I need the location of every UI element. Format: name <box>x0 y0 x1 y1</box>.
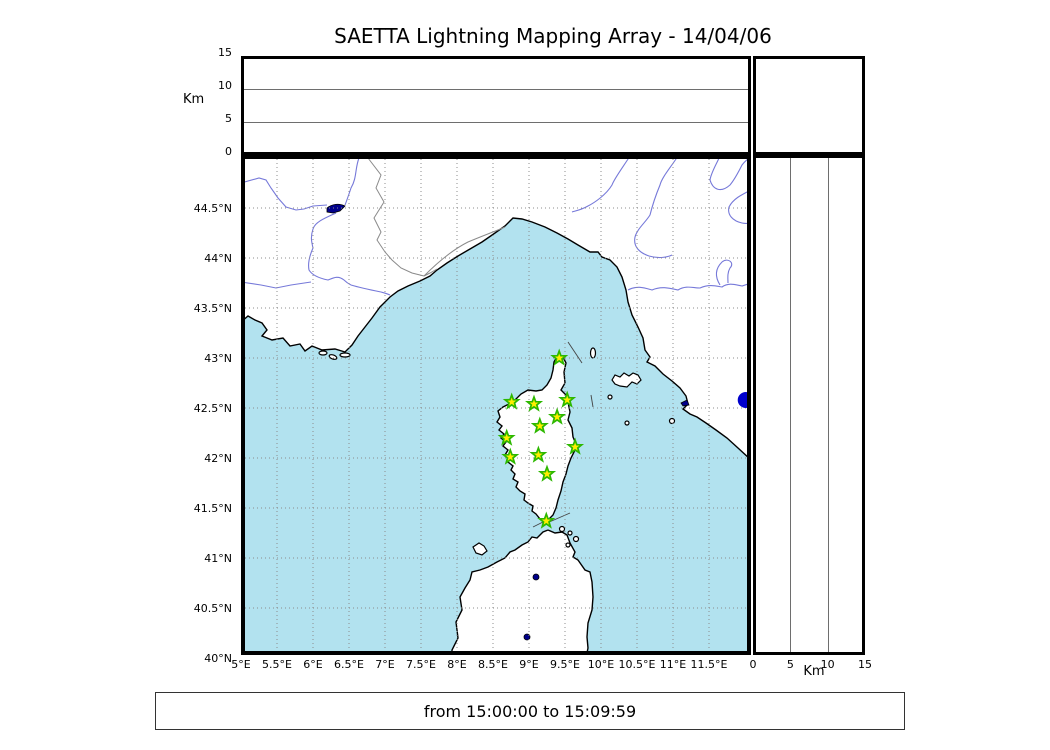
alt-tick-label: 10 <box>218 79 232 92</box>
altitude-grid-line <box>244 122 748 123</box>
sardinia-land <box>452 530 593 655</box>
time-range-box: from 15:00:00 to 15:09:59 <box>155 692 905 730</box>
alt-tick-label: 15 <box>218 46 232 59</box>
altitude-longitude-panel <box>241 56 751 155</box>
lon-tick-label: 11.5°E <box>690 658 728 671</box>
maddalena-island <box>565 542 571 548</box>
altitude-grid-line <box>827 158 829 652</box>
lat-tick-label: 43°N <box>204 352 232 365</box>
pianosa-island <box>607 394 613 400</box>
islands <box>318 347 676 556</box>
lma-station-marker <box>497 428 516 446</box>
figure-title: SAETTA Lightning Mapping Array - 14/04/0… <box>334 24 772 48</box>
time-range-text: from 15:00:00 to 15:09:59 <box>423 701 637 721</box>
maddalena-island <box>558 525 566 533</box>
lat-tick-label: 41.5°N <box>193 502 232 515</box>
lat-tick-label: 43.5°N <box>193 302 232 315</box>
orbetello-lagoon <box>680 399 690 407</box>
asinara-island <box>472 542 488 556</box>
map-gridlines <box>241 155 751 655</box>
giglio-island <box>668 417 676 425</box>
alpine-lake <box>326 203 346 214</box>
alt-tick-label: 5 <box>225 112 232 125</box>
lma-station-marker <box>550 348 569 366</box>
altitude-latitude-panel <box>753 155 865 655</box>
lma-station-marker <box>537 464 557 482</box>
lma-station-marker <box>537 511 556 529</box>
capraia-island <box>589 347 597 359</box>
altitude-grid-line <box>244 89 748 90</box>
lma-station-marker <box>530 416 549 434</box>
lon-tick-label: 5.5°E <box>262 658 292 671</box>
km-tick-label: 15 <box>858 658 872 671</box>
altitude-axis-label: Km <box>183 92 205 107</box>
hyeres-island <box>328 354 338 360</box>
lon-tick-label: 5°E <box>231 658 251 671</box>
lon-tick-label: 7°E <box>375 658 395 671</box>
map-panel <box>241 155 751 655</box>
lat-tick-label: 40.5°N <box>193 602 232 615</box>
lon-tick-label: 7.5°E <box>406 658 436 671</box>
lon-tick-label: 10.5°E <box>618 658 656 671</box>
lon-tick-label: 11°E <box>659 658 687 671</box>
lat-tick-label: 42°N <box>204 452 232 465</box>
lat-tick-label: 41°N <box>204 552 232 565</box>
maddalena-island <box>567 530 573 536</box>
admin-borders <box>367 157 506 277</box>
mainland-coastline <box>241 217 751 461</box>
lma-station-marker <box>529 445 548 463</box>
km-tick-label: 0 <box>749 658 757 671</box>
altitude-grid-line <box>790 158 792 652</box>
montecristo-island <box>624 420 630 426</box>
corsica-island <box>496 354 577 524</box>
lon-tick-label: 8°E <box>447 658 467 671</box>
km-tick-label: 5 <box>786 658 794 671</box>
elba-island <box>611 372 642 388</box>
lma-station-marker <box>501 447 520 465</box>
alt-tick-label: 0 <box>225 145 232 158</box>
corner-panel <box>753 56 865 155</box>
hyeres-island <box>318 350 328 356</box>
lon-tick-label: 8.5°E <box>478 658 508 671</box>
map-canvas <box>241 155 751 655</box>
sardinia-coastline <box>451 529 594 655</box>
lon-tick-label: 9.5°E <box>550 658 580 671</box>
sardinia-lake <box>532 573 540 581</box>
lma-station-marker <box>525 394 544 412</box>
lon-tick-label: 6°E <box>303 658 323 671</box>
lma-station-marker <box>502 392 521 410</box>
map-markers <box>497 348 751 529</box>
lat-tick-label: 42.5°N <box>193 402 232 415</box>
lat-tick-label: 44.5°N <box>193 202 232 215</box>
hyeres-island <box>339 352 351 358</box>
km-tick-label: 10 <box>820 658 835 671</box>
lma-station-marker <box>548 407 567 425</box>
lon-tick-label: 10°E <box>587 658 615 671</box>
lma-station-marker <box>566 437 585 455</box>
mainland-land <box>241 155 751 460</box>
lon-tick-label: 9°E <box>519 658 539 671</box>
right-panel-km-label: Km <box>803 664 825 679</box>
maddalena-island <box>572 535 580 543</box>
lat-tick-label: 40°N <box>204 652 232 665</box>
map-frame <box>241 155 751 655</box>
lat-tick-label: 44°N <box>204 252 232 265</box>
lon-tick-label: 6.5°E <box>334 658 364 671</box>
lma-station-marker <box>558 390 577 408</box>
